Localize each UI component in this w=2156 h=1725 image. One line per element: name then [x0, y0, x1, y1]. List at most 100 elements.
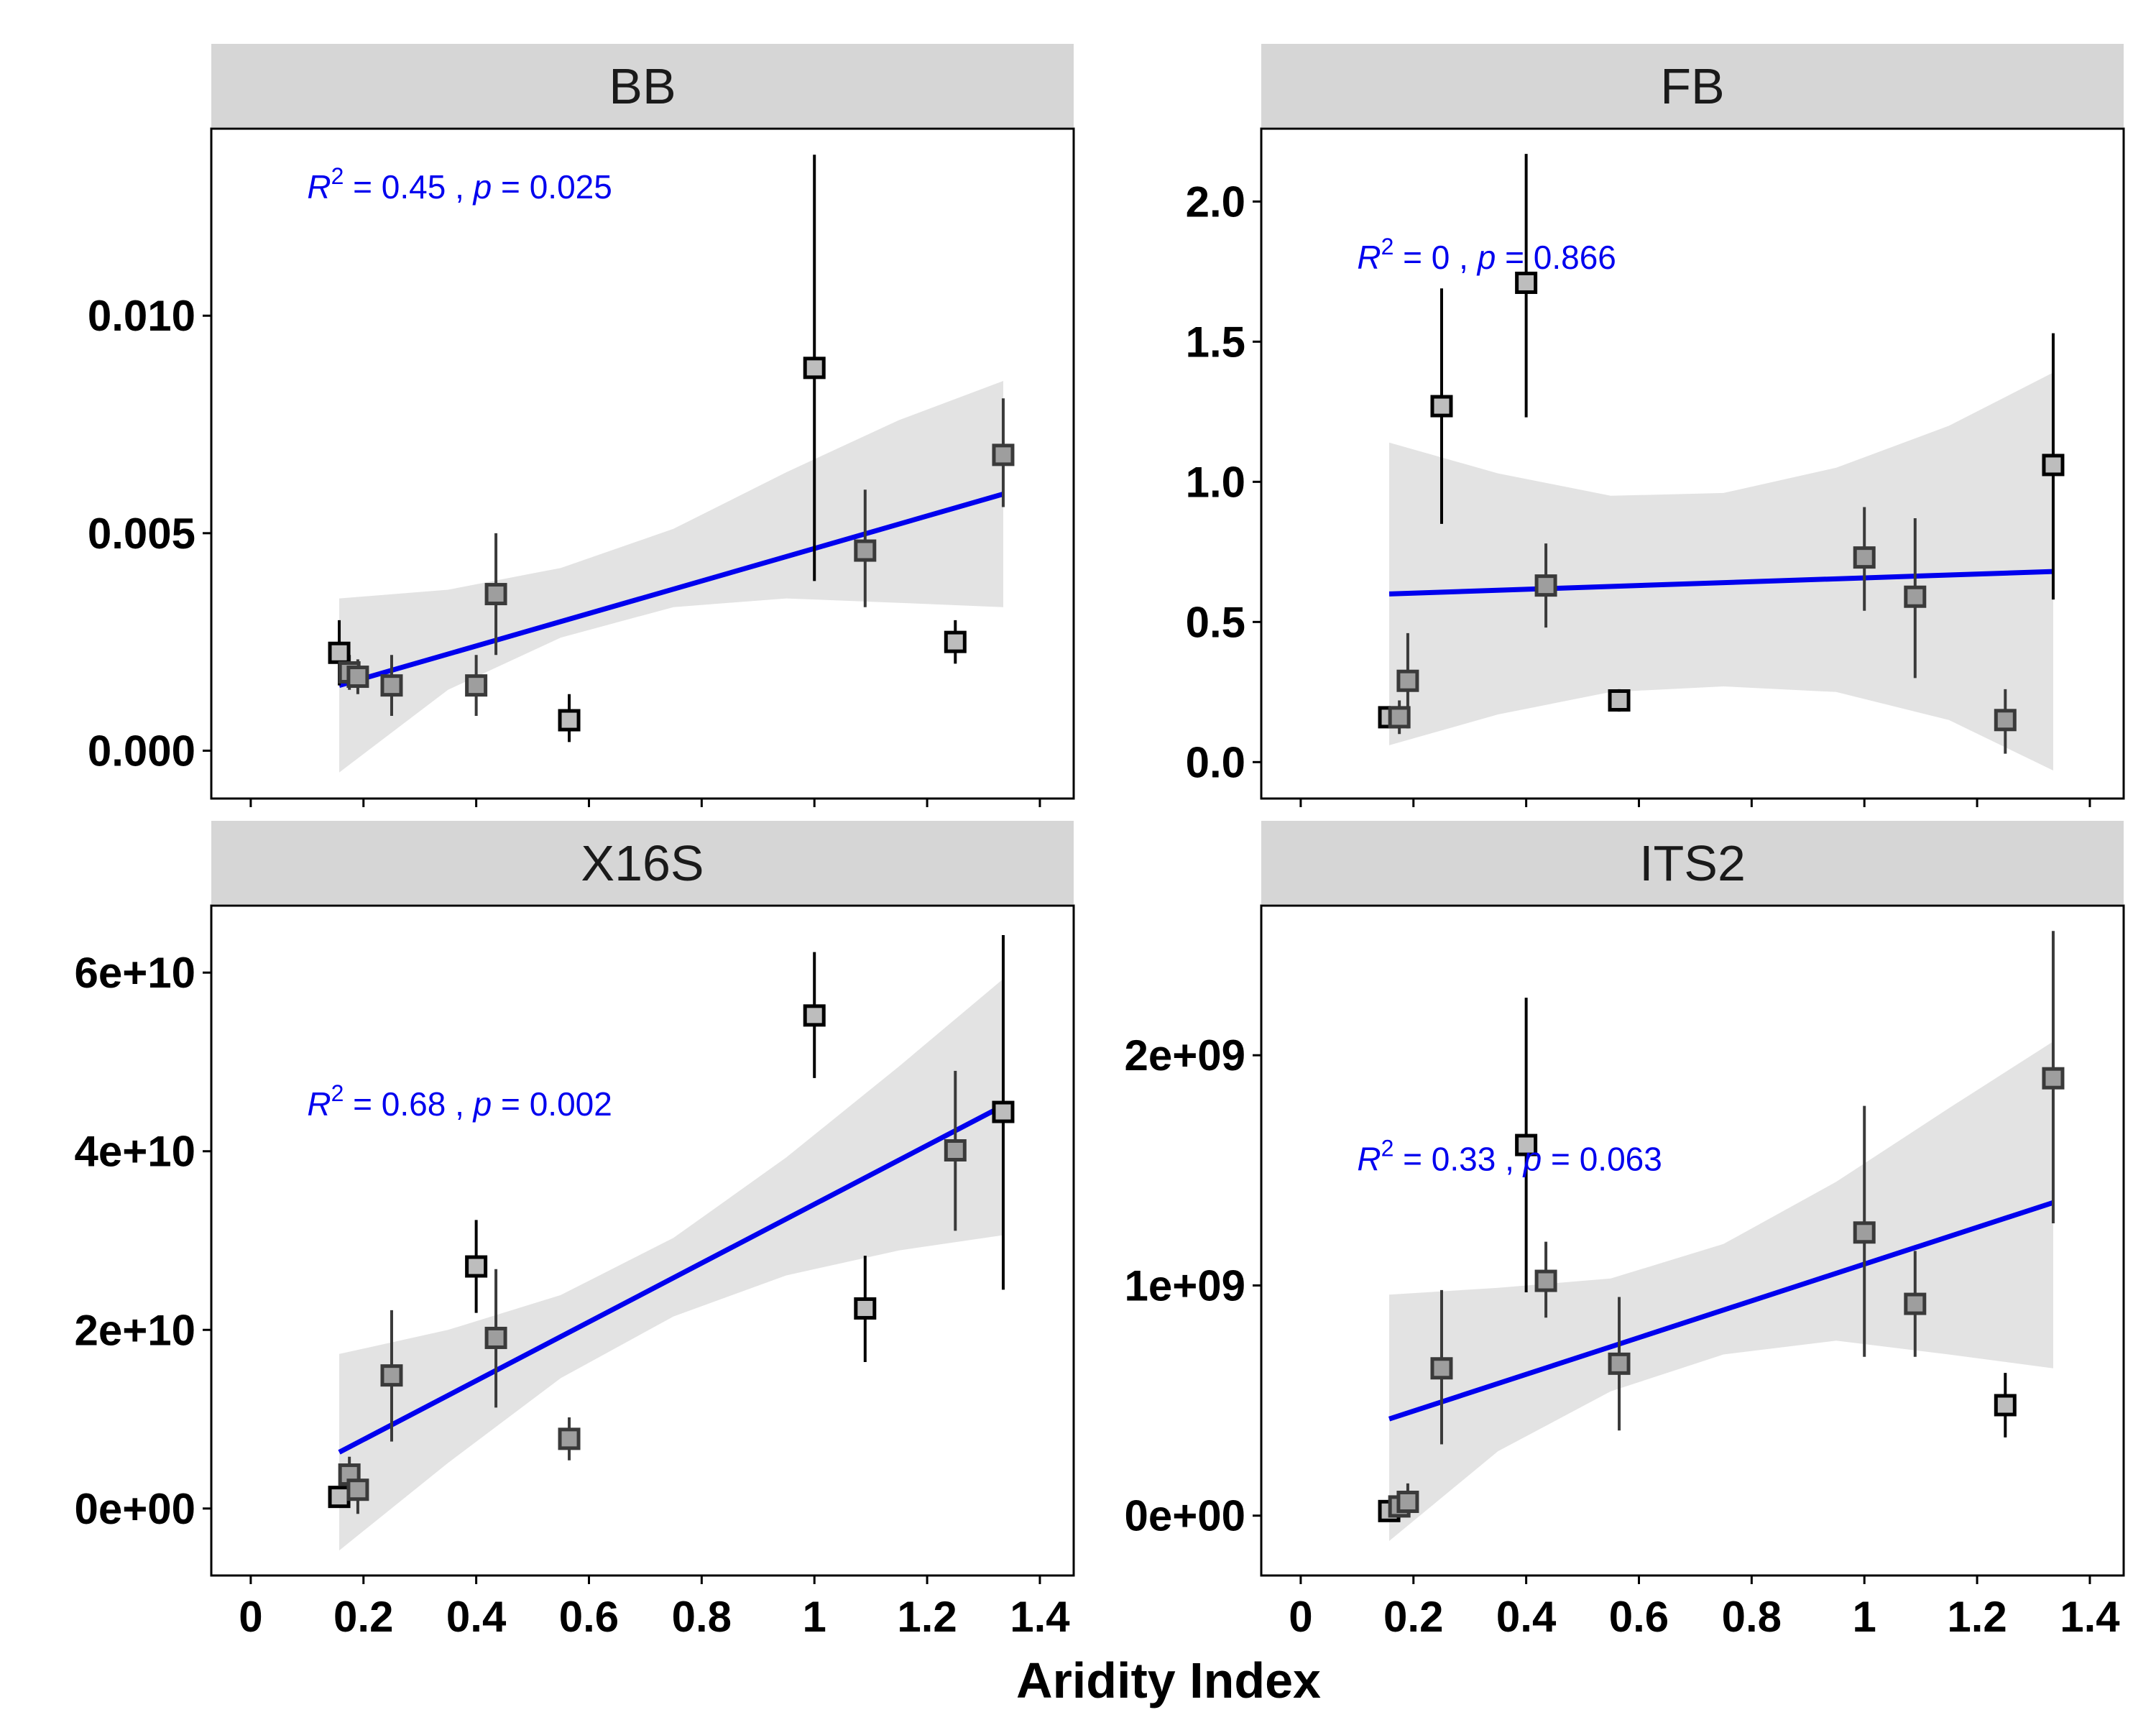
- panel-bb-strip: [211, 44, 1074, 127]
- panel-x16s-point-6: [484, 1326, 507, 1349]
- panel-fb-y-tick-label: 1.5: [1186, 318, 1245, 366]
- panel-bb-confidence-band: [339, 381, 1003, 773]
- panel-bb-r2-value: 0.45: [382, 168, 446, 206]
- panel-fb-panel-border: [1260, 127, 2125, 800]
- panel-fb-point-10: [1994, 709, 2017, 732]
- x-axis-title: Aridity Index: [1016, 1652, 1321, 1708]
- panel-x16s-strip-label: X16S: [581, 835, 704, 891]
- panel-bb-point-11: [992, 443, 1015, 466]
- panel-x16s-point-7: [558, 1427, 581, 1450]
- panel-fb-point-11: [2042, 454, 2065, 477]
- panel-x16s-x-tick-label: 1: [803, 1593, 826, 1641]
- panel-its2-point-9: [1904, 1292, 1927, 1315]
- panel-fb-p-value: 0.866: [1534, 239, 1616, 276]
- panel-fb-r2-value: 0: [1432, 239, 1450, 276]
- panel-x16s-regression-line: [338, 1103, 1005, 1455]
- panel-bb-p-value: 0.025: [530, 168, 612, 206]
- panel-x16s-y-tick-label: 4e+10: [74, 1128, 195, 1176]
- panel-its2-point-5: [1515, 1133, 1538, 1156]
- panel-bb-stats-annotation: R2 = 0.45 , p = 0.025: [307, 163, 612, 206]
- panel-x16s-point-11: [992, 1100, 1015, 1123]
- panel-its2-point-6: [1534, 1269, 1557, 1292]
- panel-x16s-y-tick-label: 6e+10: [74, 949, 195, 997]
- panel-fb-stats-annotation: R2 = 0 , p = 0.866: [1357, 234, 1616, 276]
- panel-x16s-x-tick-label: 0.8: [672, 1593, 732, 1641]
- panel-x16s-x-tick-label: 1.2: [897, 1593, 957, 1641]
- panel-bb-point-5: [465, 674, 488, 697]
- panel-x16s-y-tick-label: 2e+10: [74, 1306, 195, 1354]
- panel-bb-point-7: [558, 709, 581, 732]
- panel-x16s-x-tick-label: 1.4: [1010, 1593, 1070, 1641]
- panel-x16s-confidence-band: [339, 978, 1003, 1551]
- panel-its2-x-tick-label: 1.4: [2060, 1593, 2120, 1641]
- panel-its2-point-10: [1994, 1394, 2017, 1417]
- panel-bb-point-9: [854, 539, 877, 562]
- panel-its2-x-tick-label: 0.2: [1383, 1593, 1443, 1641]
- panel-fb-confidence-band: [1389, 372, 2053, 770]
- panel-bb-point-8: [803, 356, 826, 380]
- panel-fb-point-6: [1534, 574, 1557, 597]
- panel-fb-strip: [1261, 44, 2124, 127]
- panel-its2-y-tick-label: 0e+00: [1124, 1492, 1245, 1540]
- panel-bb: BB R2 = 0.45 , p = 0.025 0.000 0.005 0.010: [88, 44, 1075, 807]
- panel-bb-point-1: [328, 641, 351, 664]
- panel-bb-y-tick-label: 0.010: [88, 292, 195, 340]
- panel-its2-point-7: [1608, 1352, 1631, 1375]
- panel-bb-strip-label: BB: [609, 58, 676, 114]
- panel-x16s-point-1: [328, 1486, 351, 1509]
- panel-its2-point-3: [1396, 1491, 1419, 1514]
- panel-fb: FB R2 = 0 , p = 0.866 0.0 0.5 1.0 1.5 2.0: [1186, 44, 2125, 807]
- panel-its2-regression-line: [1388, 1200, 2055, 1422]
- panel-its2-point-11: [2042, 1067, 2065, 1090]
- panel-x16s-point-10: [944, 1138, 967, 1162]
- panel-its2-x-tick-label: 1: [1853, 1593, 1876, 1641]
- panel-x16s-point-8: [803, 1004, 826, 1027]
- panel-bb-y-tick-label: 0.005: [88, 510, 195, 558]
- panel-x16s-point-3: [346, 1478, 369, 1501]
- panel-x16s-x-tick-label: 0: [239, 1593, 262, 1641]
- panel-fb-y-tick-label: 2.0: [1186, 178, 1245, 226]
- panel-its2-x-tick-label: 0.4: [1496, 1593, 1557, 1641]
- panel-its2-stats-annotation: R2 = 0.33 , p = 0.063: [1357, 1135, 1662, 1177]
- panel-its2-y-tick-label: 1e+09: [1124, 1261, 1245, 1310]
- panel-its2-panel-border: [1260, 904, 2125, 1577]
- panel-x16s-y-tick-label: 0e+00: [74, 1485, 195, 1533]
- panel-fb-point-8: [1853, 546, 1876, 569]
- panel-fb-point-5: [1515, 271, 1538, 294]
- panel-its2-x-tick-label: 0.6: [1609, 1593, 1669, 1641]
- panel-fb-point-2: [1388, 706, 1411, 729]
- panel-its2: ITS2 R2 = 0.33 , p = 0.063 0e+00 1e+09 2e+09…: [1124, 821, 2125, 1641]
- panel-its2-y-tick-label: 2e+09: [1124, 1031, 1245, 1080]
- panel-its2-strip-label: ITS2: [1639, 835, 1746, 891]
- panel-its2-x-tick-label: 0.8: [1722, 1593, 1782, 1641]
- panel-x16s-x-tick-label: 0.2: [333, 1593, 393, 1641]
- panel-its2-p-value: 0.063: [1580, 1140, 1662, 1177]
- panel-x16s-strip: [211, 821, 1074, 904]
- panel-x16s-x-tick-label: 0.6: [559, 1593, 619, 1641]
- panel-x16s-x-tick-label: 0.4: [446, 1593, 507, 1641]
- panel-bb-point-10: [944, 630, 967, 653]
- panel-fb-y-tick-label: 0.5: [1186, 598, 1245, 646]
- panel-fb-strip-label: FB: [1660, 58, 1724, 114]
- panel-bb-regression-line: [338, 492, 1004, 689]
- panel-bb-y-tick-label: 0.000: [88, 727, 195, 775]
- panel-x16s-r2-value: 0.68: [382, 1085, 446, 1123]
- panel-fb-regression-line: [1388, 569, 2054, 597]
- panel-x16s-point-9: [854, 1297, 877, 1320]
- panel-fb-y-tick-label: 0.0: [1186, 738, 1245, 786]
- panel-its2-x-tick-label: 0: [1289, 1593, 1312, 1641]
- panel-its2-point-4: [1430, 1357, 1453, 1380]
- panel-its2-r2-value: 0.33: [1432, 1140, 1496, 1177]
- panel-fb-point-4: [1430, 395, 1453, 418]
- panel-bb-point-4: [380, 674, 403, 697]
- panel-its2-x-tick-label: 1.2: [1947, 1593, 2007, 1641]
- panel-x16s: X16S R2 = 0.68 , p = 0.002 0e+00 2e+10 4e+10…: [74, 821, 1075, 1641]
- panel-fb-point-7: [1608, 689, 1631, 712]
- panel-x16s-stats-annotation: R2 = 0.68 , p = 0.002: [307, 1080, 612, 1123]
- panel-bb-panel-border: [210, 127, 1075, 800]
- panel-x16s-panel-border: [210, 904, 1075, 1577]
- panel-its2-confidence-band: [1389, 1041, 2053, 1541]
- panel-x16s-p-value: 0.002: [530, 1085, 612, 1123]
- panel-fb-point-9: [1904, 585, 1927, 608]
- panel-fb-point-3: [1396, 669, 1419, 692]
